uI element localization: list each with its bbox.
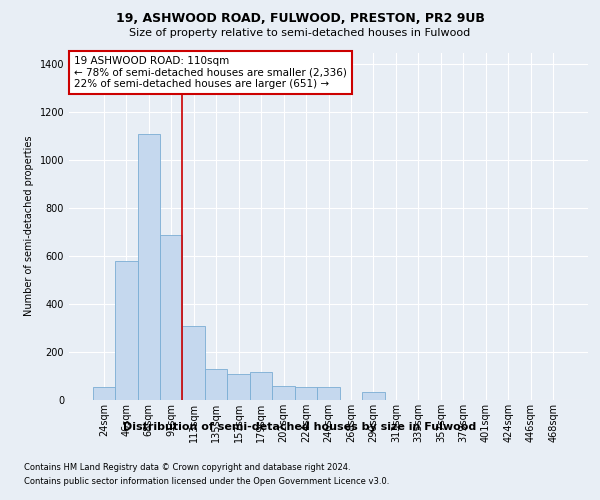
Bar [115, 261, 137, 400]
Y-axis label: Number of semi-detached properties: Number of semi-detached properties [24, 136, 34, 316]
Bar [227, 374, 250, 400]
Text: Contains HM Land Registry data © Crown copyright and database right 2024.: Contains HM Land Registry data © Crown c… [24, 462, 350, 471]
Text: Size of property relative to semi-detached houses in Fulwood: Size of property relative to semi-detach… [130, 28, 470, 38]
Bar [205, 369, 227, 400]
Text: Distribution of semi-detached houses by size in Fulwood: Distribution of semi-detached houses by … [124, 422, 476, 432]
Bar [160, 234, 182, 400]
Bar [272, 386, 295, 400]
Text: Contains public sector information licensed under the Open Government Licence v3: Contains public sector information licen… [24, 478, 389, 486]
Bar [317, 387, 340, 400]
Bar [92, 387, 115, 400]
Bar [362, 392, 385, 400]
Bar [250, 372, 272, 400]
Bar [182, 326, 205, 400]
Bar [137, 134, 160, 400]
Bar [295, 387, 317, 400]
Text: 19 ASHWOOD ROAD: 110sqm
← 78% of semi-detached houses are smaller (2,336)
22% of: 19 ASHWOOD ROAD: 110sqm ← 78% of semi-de… [74, 56, 347, 89]
Text: 19, ASHWOOD ROAD, FULWOOD, PRESTON, PR2 9UB: 19, ASHWOOD ROAD, FULWOOD, PRESTON, PR2 … [116, 12, 484, 26]
